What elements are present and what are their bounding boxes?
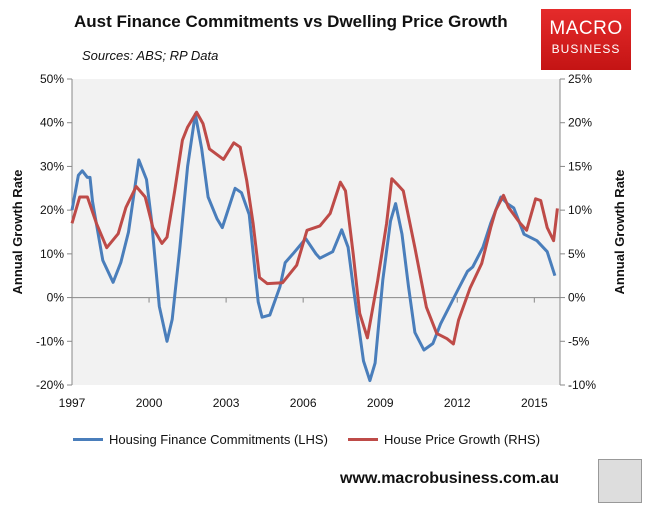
y2-tick-label: 25%: [568, 72, 592, 86]
y-axis-title: Annual Growth Rate: [10, 170, 25, 295]
chart-title: Aust Finance Commitments vs Dwelling Pri…: [74, 12, 508, 31]
y-tick-label: -20%: [36, 378, 64, 392]
x-tick-label: 2009: [367, 396, 394, 410]
legend-item-price: House Price Growth (RHS): [348, 432, 540, 447]
legend-label: House Price Growth (RHS): [384, 432, 541, 447]
x-tick-label: 2006: [290, 396, 317, 410]
y-tick-label: 30%: [40, 159, 64, 173]
y-tick-label: 50%: [40, 72, 64, 86]
legend-swatch: [73, 438, 103, 441]
x-tick-label: 1997: [59, 396, 86, 410]
series-line-house-price: [70, 110, 559, 346]
y2-tick-label: 15%: [568, 159, 592, 173]
y2-tick-label: 10%: [568, 203, 592, 217]
y-tick-label: -10%: [36, 334, 64, 348]
y2-tick-label: 0%: [568, 291, 586, 305]
series-line-finance: [70, 112, 557, 383]
footer-url[interactable]: www.macrobusiness.com.au: [340, 470, 560, 487]
legend-swatch: [348, 438, 378, 441]
x-tick-label: 2003: [213, 396, 240, 410]
x-tick-label: 2015: [521, 396, 548, 410]
y2-tick-label: -5%: [568, 334, 590, 348]
y2-tick-label: 20%: [568, 116, 592, 130]
legend-label: Housing Finance Commitments (LHS): [109, 432, 328, 447]
x-tick-label: 2012: [444, 396, 471, 410]
y2-tick-label: -10%: [568, 378, 596, 392]
y2-tick-label: 5%: [568, 247, 586, 261]
chart-subtitle: Sources: ABS; RP Data: [82, 48, 219, 63]
y-tick-label: 10%: [40, 247, 64, 261]
wolf-logo-image: [598, 459, 642, 503]
legend-item-finance: Housing Finance Commitments (LHS): [73, 432, 328, 447]
y2-axis-title: Annual Growth Rate: [612, 170, 627, 295]
logo-line1: MACRO: [549, 18, 623, 39]
logo-line2: BUSINESS: [551, 42, 621, 56]
x-tick-label: 2000: [136, 396, 163, 410]
y-tick-label: 40%: [40, 116, 64, 130]
macrobusiness-logo: MACRO BUSINESS: [541, 9, 631, 70]
y-tick-label: 0%: [47, 291, 65, 305]
y-tick-label: 20%: [40, 203, 64, 217]
